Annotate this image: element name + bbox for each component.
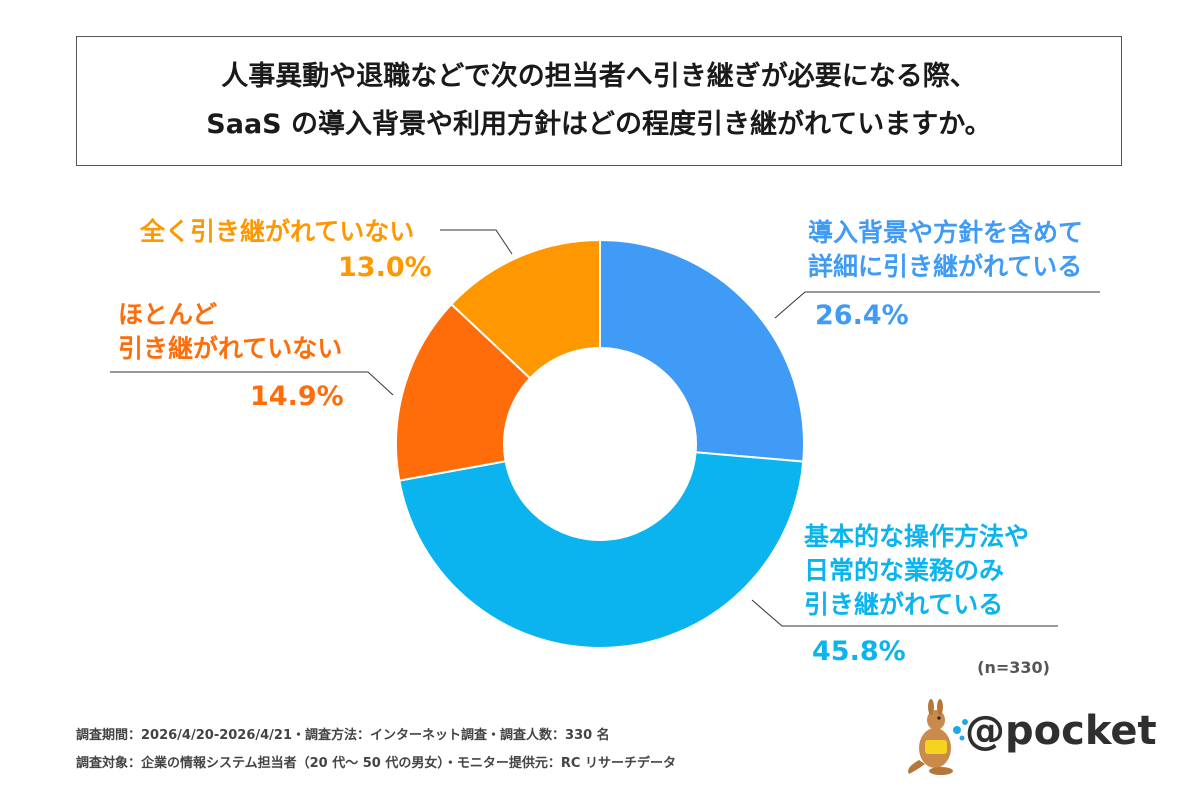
- slice-label-1: 基本的な操作方法や 日常的な業務のみ 引き継がれている: [804, 522, 1030, 619]
- donut-slice-2: [395, 302, 532, 482]
- kangaroo-mascot-icon: [908, 699, 968, 775]
- slice-value-1: 45.8%: [812, 636, 906, 667]
- slice-label-0: 導入背景や方針を含めて 詳細に引き継がれている: [808, 218, 1084, 281]
- donut-slice-1: [398, 451, 805, 649]
- survey-target-note: 調査対象：企業の情報システム担当者（20 代～ 50 代の男女）・モニター提供元…: [76, 756, 676, 771]
- leader-line-2: [110, 371, 394, 396]
- leader-line-1: [751, 599, 1058, 627]
- survey-period-note: 調査期間：2026/4/20-2026/4/21・調査方法：インターネット調査・…: [76, 728, 610, 743]
- sample-size: (n=330): [977, 658, 1050, 677]
- donut-slice-0: [599, 238, 805, 463]
- slice-label-3: 全く引き継がれていない: [140, 217, 415, 246]
- leader-line-3: [440, 229, 513, 255]
- chart-title-line-1: 人事異動や退職などで次の担当者へ引き継ぎが必要になる際、: [221, 61, 977, 92]
- chart-title-box: 人事異動や退職などで次の担当者へ引き継ぎが必要になる際、 SaaS の導入背景や…: [76, 36, 1122, 166]
- pocket-logo: @pocket: [905, 698, 1157, 778]
- chart-title-line-2: SaaS の導入背景や利用方針はどの程度引き継がれていますか。: [206, 109, 992, 140]
- slice-value-2: 14.9%: [250, 381, 344, 412]
- slice-label-2: ほとんど 引き継がれていない: [118, 300, 343, 363]
- pocket-logo-text: @pocket: [965, 708, 1157, 754]
- slice-value-0: 26.4%: [815, 300, 909, 331]
- donut-slice-3: [449, 238, 601, 380]
- leader-line-0: [774, 291, 1100, 319]
- slice-value-3: 13.0%: [338, 252, 432, 283]
